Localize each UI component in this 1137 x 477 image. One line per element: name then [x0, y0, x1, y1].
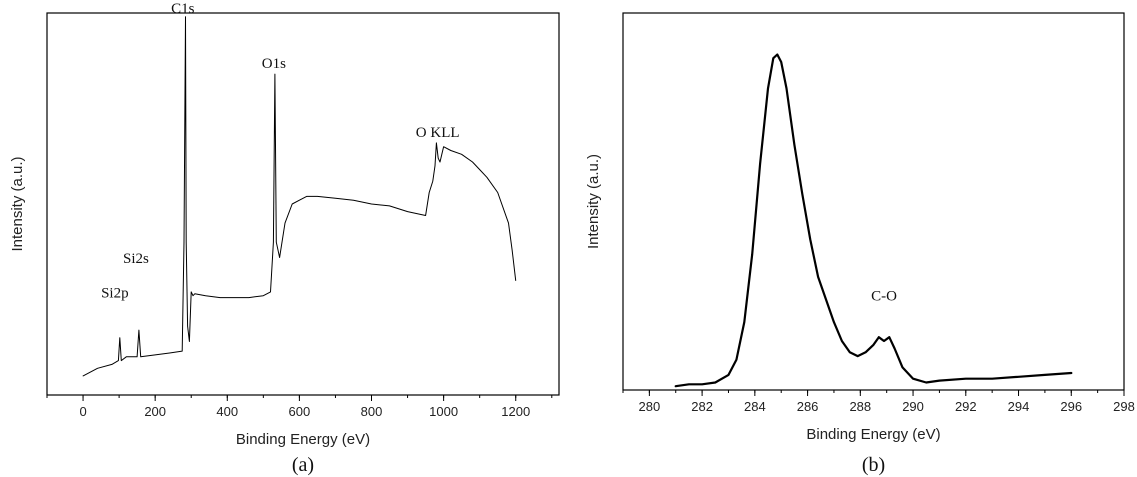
x-tick-label: 288 — [849, 399, 871, 414]
panel-label: (b) — [862, 454, 885, 476]
x-tick-label: 280 — [639, 399, 661, 414]
x-tick-label: 282 — [691, 399, 713, 414]
x-tick-label: 286 — [797, 399, 819, 414]
x-tick-label: 290 — [902, 399, 924, 414]
x-tick-label: 284 — [744, 399, 766, 414]
x-tick-label: 292 — [955, 399, 977, 414]
panel-a: 0 200 400 600 800 1000 1200 Binding Energy (eV)… — [9, 1, 560, 476]
x-tick-label: 298 — [1113, 399, 1135, 414]
peak-label: C1s — [171, 1, 195, 17]
spectrum-line — [674, 53, 1073, 388]
peak-label: Si2p — [101, 285, 129, 301]
x-axis-title: Binding Energy (eV) — [806, 426, 940, 443]
peak-label: O1s — [262, 56, 286, 72]
x-tick-label: 400 — [216, 404, 238, 419]
x-tick-label: 1000 — [429, 404, 458, 419]
peak-label: Si2s — [123, 251, 149, 267]
x-tick-label: 200 — [144, 404, 166, 419]
plot-frame — [46, 12, 560, 396]
peak-label: C-C — [763, 0, 788, 3]
panel-b: 280 282 284 286 288 290 292 294 296 298 Binding En… — [585, 0, 1135, 476]
x-tick-label: 0 — [79, 404, 86, 419]
x-tick-label: 800 — [361, 404, 383, 419]
spectrum-line — [82, 16, 517, 377]
peak-label: C-O — [871, 289, 897, 305]
x-tick-label: 600 — [289, 404, 311, 419]
plot-frame — [622, 12, 1125, 391]
x-tick-label: 296 — [1060, 399, 1082, 414]
x-tick-label: 294 — [1008, 399, 1030, 414]
peak-label: O KLL — [416, 125, 460, 141]
x-axis-title: Binding Energy (eV) — [236, 431, 370, 448]
y-axis-title: Intensity (a.u.) — [9, 156, 26, 251]
y-axis-title: Intensity (a.u.) — [585, 154, 602, 249]
x-tick-label: 1200 — [501, 404, 530, 419]
panel-label: (a) — [292, 454, 314, 476]
